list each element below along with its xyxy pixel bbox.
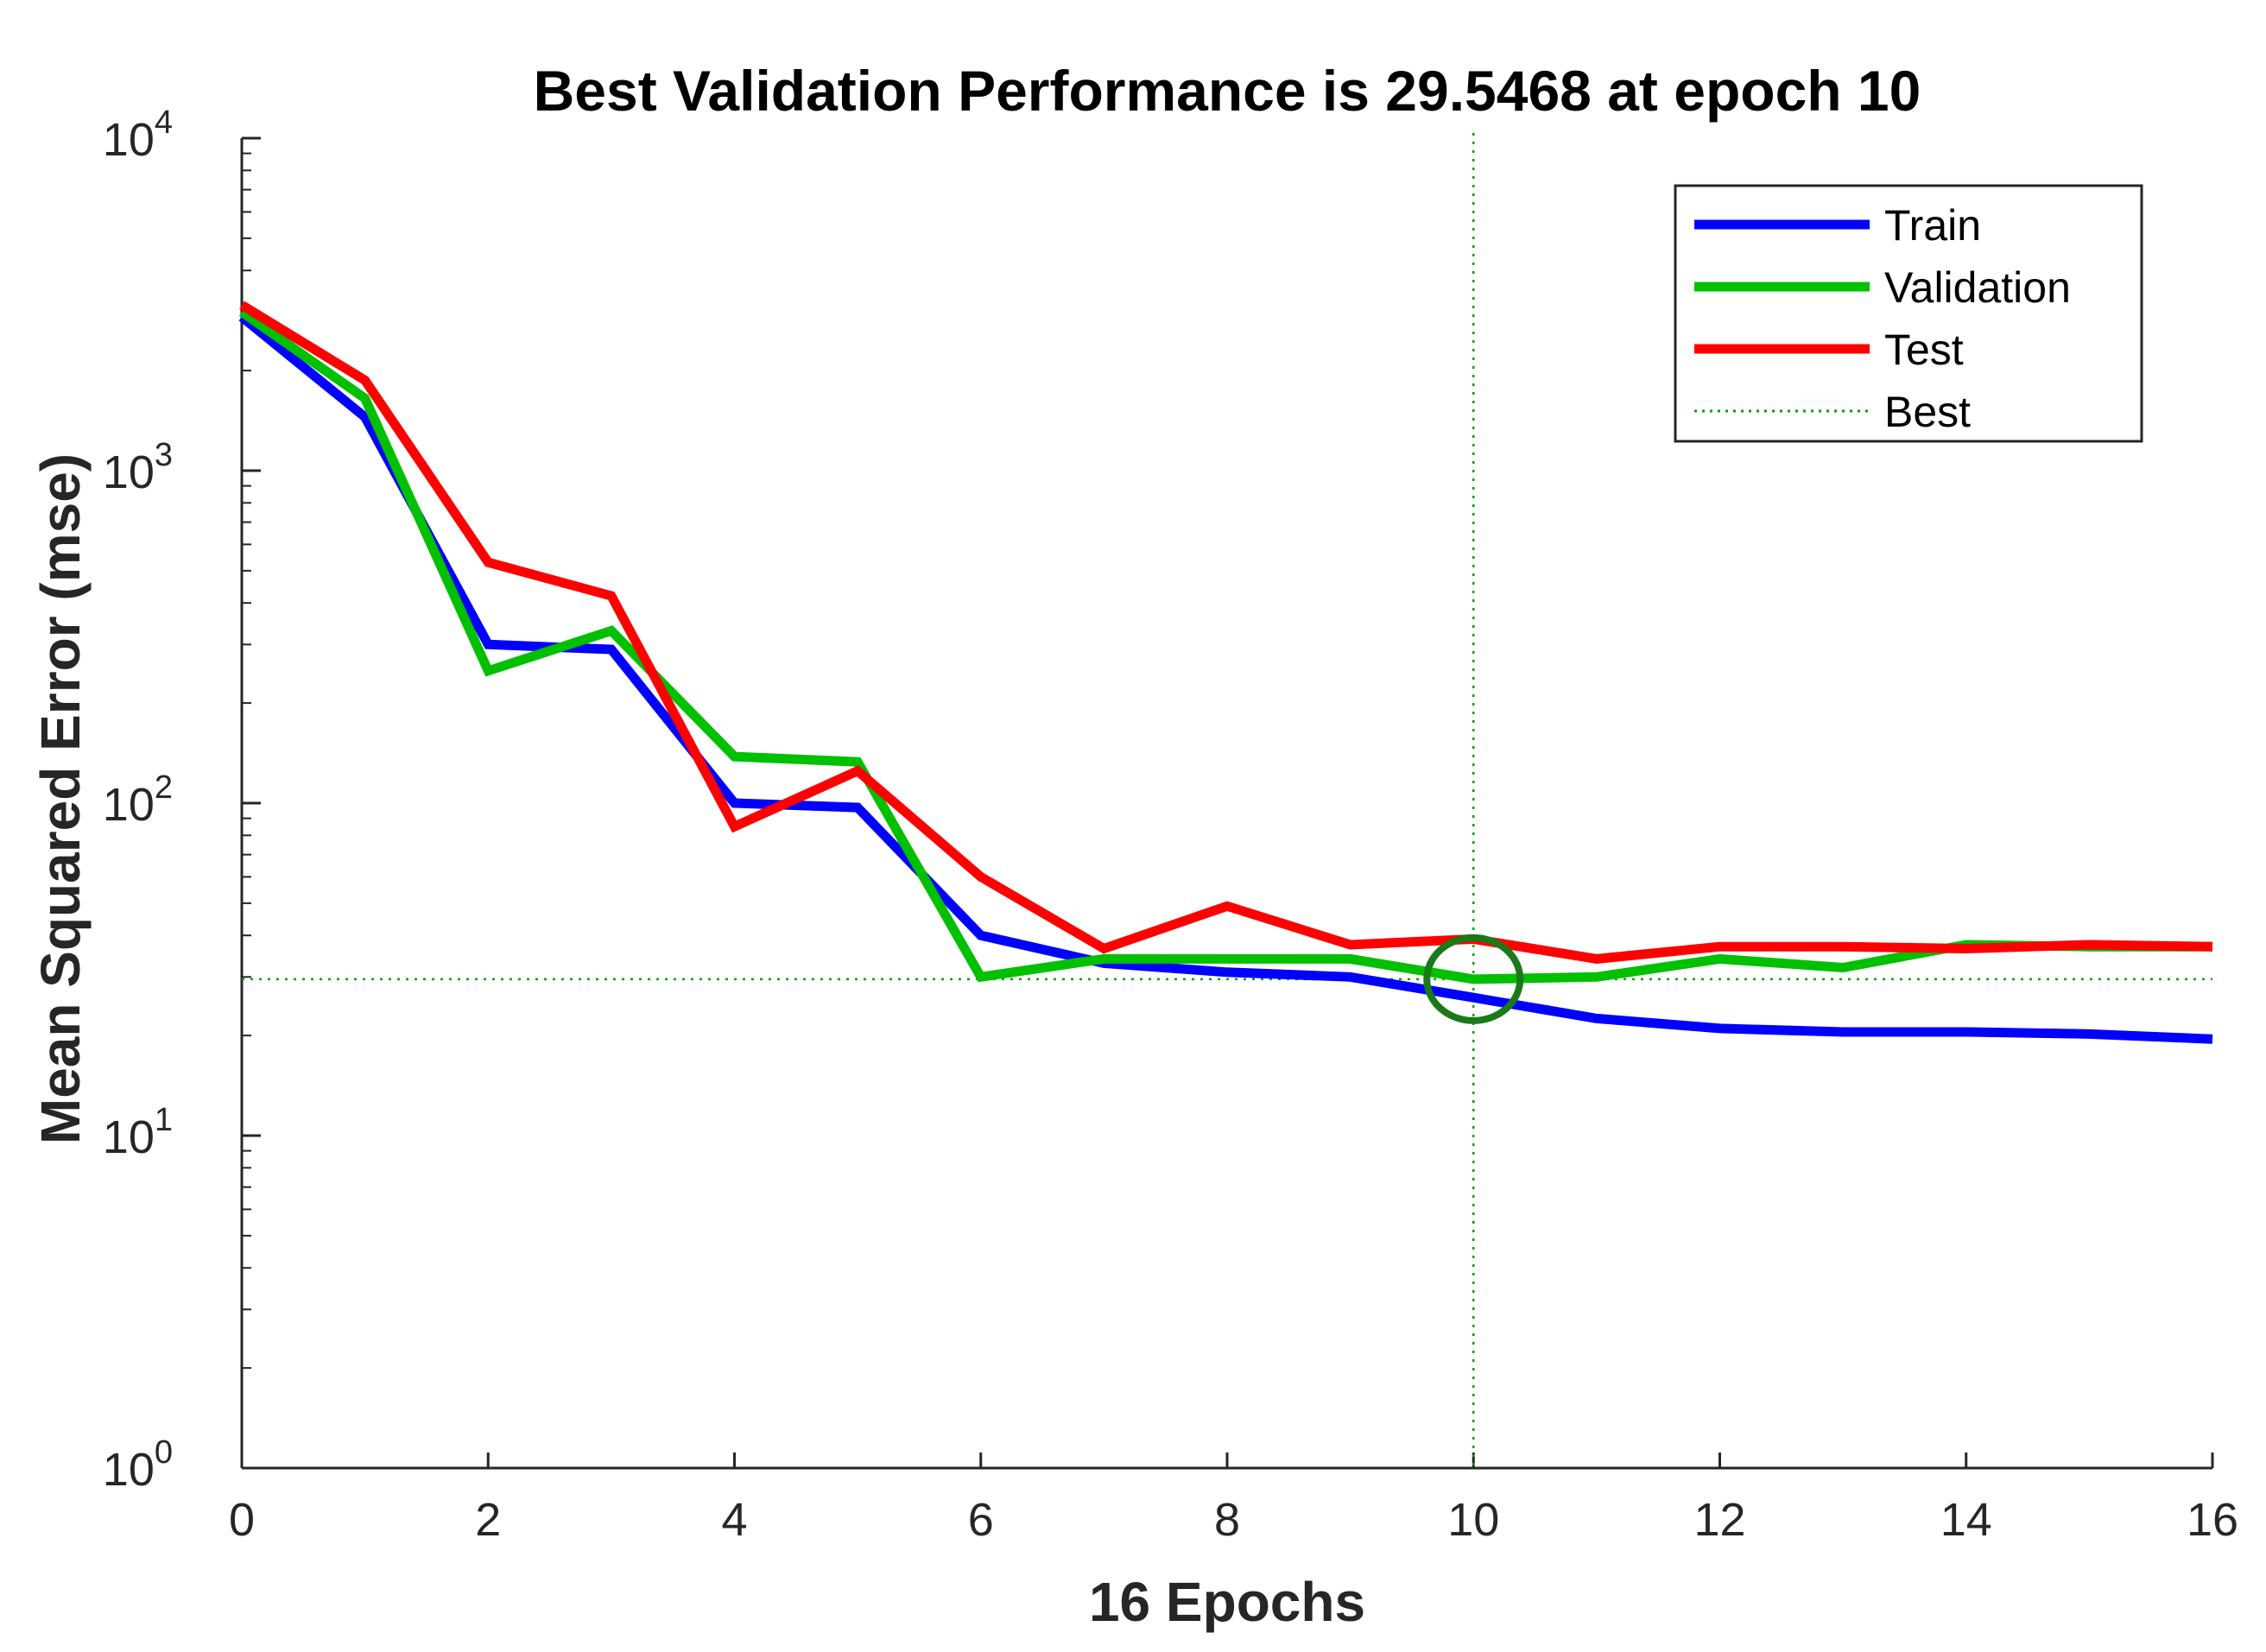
y-tick-label: 100 [103,1434,173,1496]
legend-label-train: Train [1884,201,1981,250]
x-tick-label: 6 [968,1494,994,1546]
axes [240,136,2214,1470]
y-tick-label: 103 [103,437,173,498]
legend-label-test: Test [1884,326,1964,374]
y-axis-title: Mean Squared Error (mse) [29,453,92,1144]
x-axis-title: 16 Epochs [1089,1571,1365,1633]
y-tick-label: 104 [103,104,173,166]
x-tick-label: 10 [1447,1494,1499,1546]
series-line-validation [238,307,2212,984]
series-line-test [239,301,2213,964]
x-tick-label: 16 [2187,1494,2238,1546]
chart-title: Best Validation Performance is 29.5468 a… [534,59,1921,123]
x-tick-label: 12 [1693,1494,1745,1546]
x-tick-label: 2 [475,1494,501,1546]
legend-label-best: Best [1884,388,1971,436]
x-tick-label: 14 [1940,1494,1992,1546]
best-marker [1423,934,1524,1024]
best-marker-circle [1423,934,1524,1024]
y-tick-label: 101 [103,1102,173,1163]
legend-label-validation: Validation [1884,263,2071,312]
series-lines [238,301,2213,1044]
y-tick-label: 102 [103,769,173,831]
legend: Train Validation Test Best [1674,184,2143,443]
best-reference-lines [242,133,2212,1468]
x-tick-label: 8 [1214,1494,1240,1546]
x-tick-label: 0 [229,1494,255,1546]
x-tick-label: 4 [721,1494,747,1546]
tick-labels: 0 2 4 6 8 10 12 14 16 100 101 102 103 104 [103,104,2238,1546]
